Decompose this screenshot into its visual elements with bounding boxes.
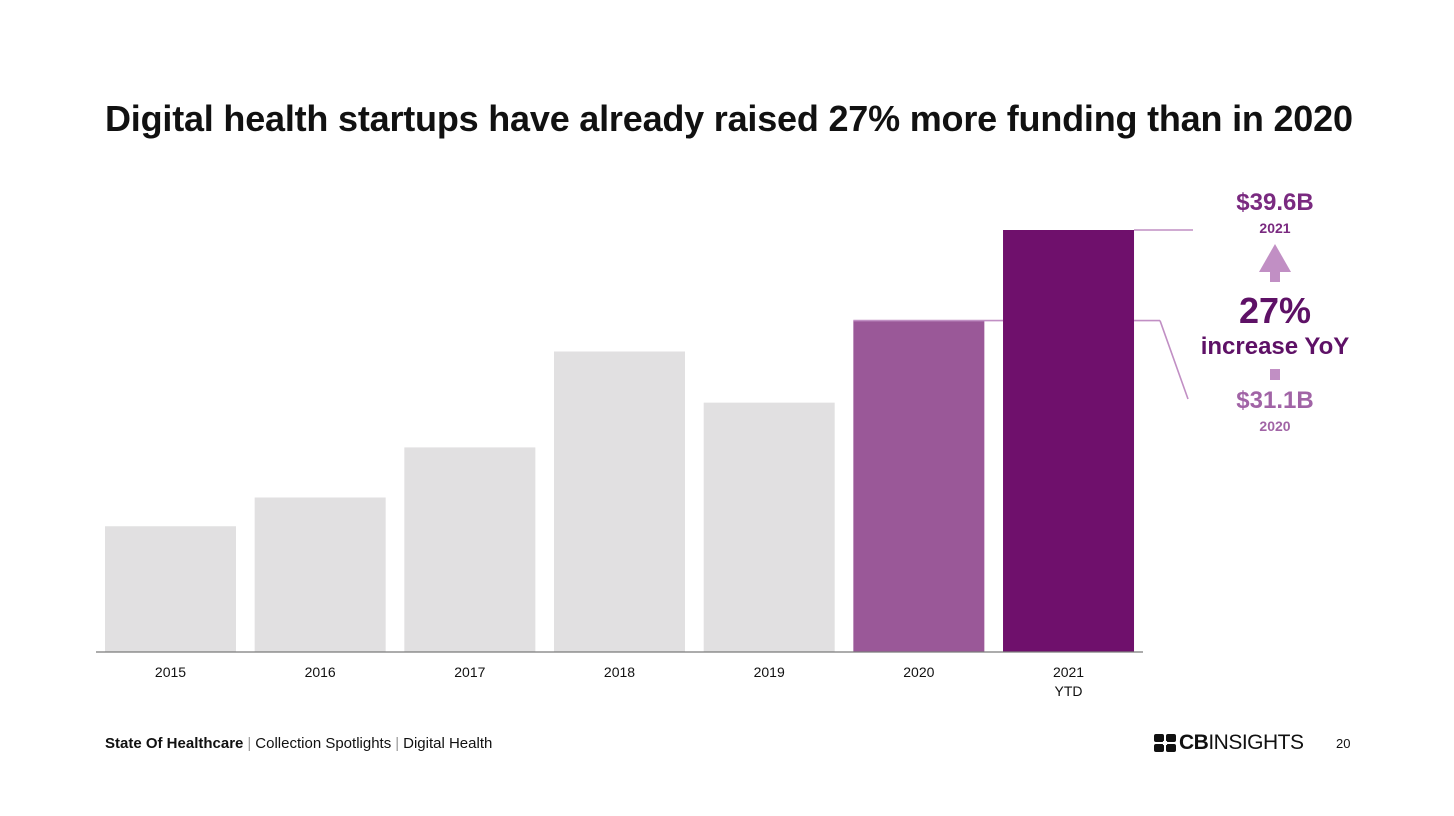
page-title: Digital health startups have already rai…: [105, 98, 1353, 139]
footer-breadcrumb: State Of Healthcare | Collection Spotlight…: [105, 735, 492, 752]
logo-text-cb: CB: [1179, 731, 1209, 754]
x-tick-label: 2020: [903, 664, 934, 680]
x-tick-label: 2021 YTD: [1053, 664, 1084, 699]
cb-logo-mark-icon: [1154, 734, 1176, 752]
footer-separator: |: [395, 735, 400, 752]
callout-increase-label: increase YoY: [1200, 333, 1350, 360]
callout-value-2021: $39.6B: [1236, 189, 1314, 216]
x-tick-label: 2018: [604, 664, 635, 680]
x-tick-label: 2016: [305, 664, 336, 680]
arrow-tail: [1270, 369, 1280, 380]
arrow-stem: [1270, 272, 1280, 282]
x-tick-label: 2015: [155, 664, 186, 680]
bar-2015: [105, 526, 236, 652]
x-tick-label: 2017: [454, 664, 485, 680]
callout-value-2020: $31.1B: [1236, 387, 1314, 414]
x-tick-label: 2019: [754, 664, 785, 680]
arrow-head: [1259, 244, 1291, 272]
footer-report: State Of Healthcare: [105, 735, 244, 752]
bar-2021: [1003, 230, 1135, 652]
increase-arrow-icon: [1259, 244, 1291, 380]
bar-2019: [703, 402, 835, 652]
connector-2020-diagonal: [1159, 320, 1189, 400]
bar-2016: [254, 497, 386, 652]
logo-text-insights: INSIGHTS: [1208, 731, 1304, 754]
callout-connectors: [853, 229, 1193, 400]
page-number: 20: [1336, 736, 1351, 751]
x-tick-labels: 2015 2016 2017 2018 2019 2020 2021 YTD: [155, 664, 1084, 699]
callout-percent: 27%: [1238, 290, 1312, 331]
bar-2017: [404, 447, 536, 652]
footer-separator: |: [247, 735, 252, 752]
callout-year-2021: 2021: [1259, 220, 1291, 236]
bar-2020: [853, 320, 985, 652]
footer-topic: Digital Health: [403, 735, 493, 752]
footer-section: Collection Spotlights: [255, 735, 392, 752]
callout-year-2020: 2020: [1259, 418, 1291, 434]
bars-group: [105, 230, 1135, 652]
bar-2018: [554, 351, 686, 652]
cb-insights-logo: CB INSIGHTS: [1154, 731, 1304, 755]
